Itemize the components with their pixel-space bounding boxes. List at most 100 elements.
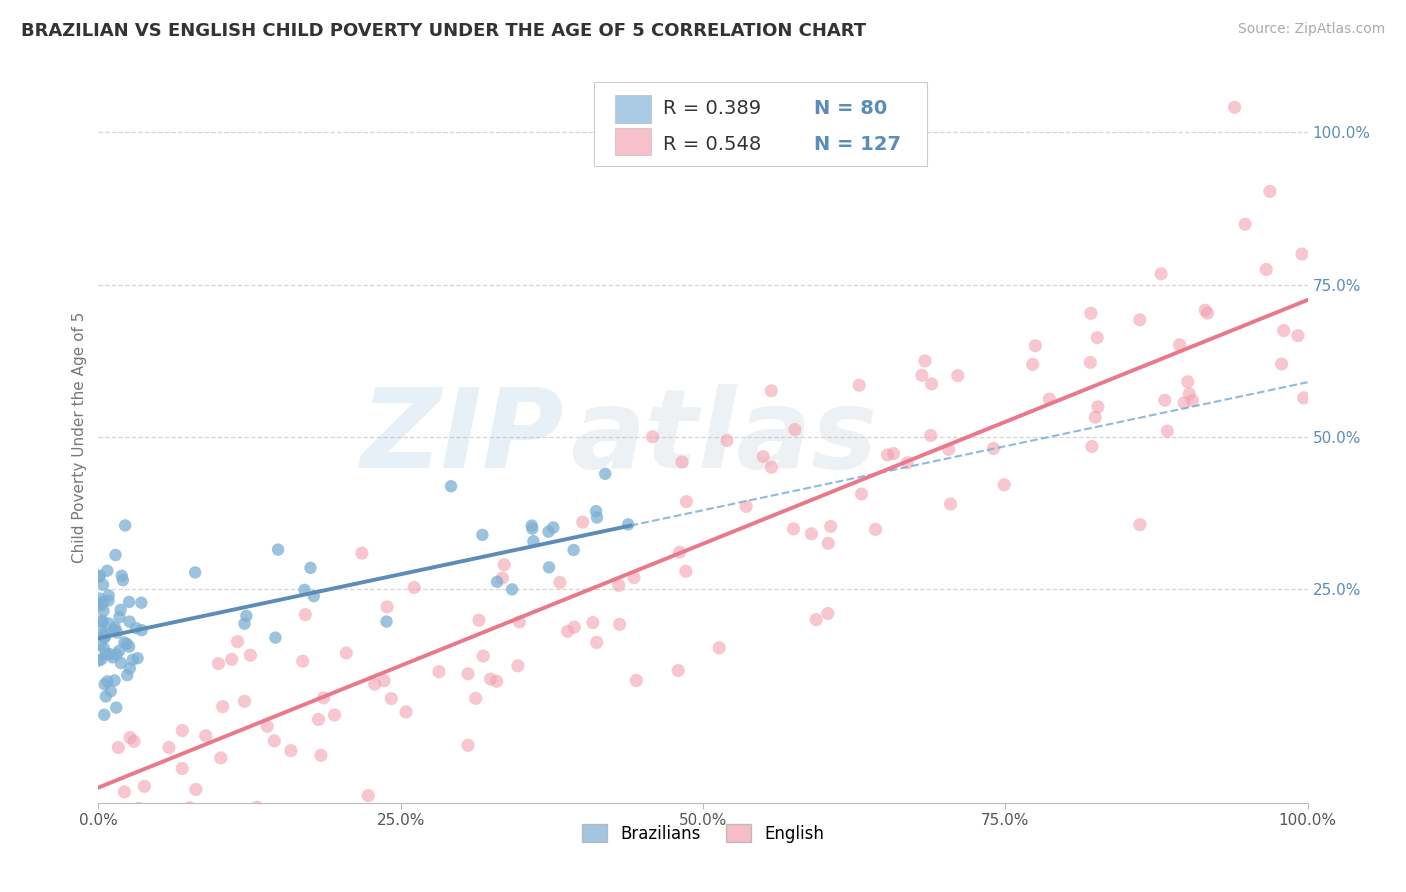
Point [91, 615, 114, 629]
Point [1168, 337, 1191, 351]
Y-axis label: Child Poverty Under the Age of 5: Child Poverty Under the Age of 5 [72, 311, 87, 563]
Point [804, 613, 827, 627]
Point [108, 610, 131, 624]
Point [172, 761, 194, 775]
Point [267, 542, 290, 557]
Point [761, 384, 783, 398]
Point [97, 616, 120, 631]
Point [294, 607, 316, 622]
Point [239, 648, 262, 663]
Point [609, 617, 631, 632]
Point [112, 785, 135, 799]
Point [668, 545, 690, 559]
Point [122, 734, 145, 748]
Point [115, 668, 138, 682]
Point [97, 589, 120, 603]
Point [125, 621, 148, 635]
Point [87, 654, 110, 668]
Point [783, 423, 806, 437]
Point [883, 446, 905, 460]
Point [235, 608, 257, 623]
Point [617, 517, 640, 532]
Point [256, 719, 278, 733]
Point [375, 599, 398, 614]
Point [357, 789, 380, 803]
Point [373, 673, 395, 688]
Point [671, 455, 693, 469]
Point [221, 652, 243, 666]
Point [851, 487, 873, 501]
Point [800, 526, 823, 541]
Point [89, 569, 111, 583]
Point [309, 748, 332, 763]
Point [87, 569, 110, 583]
Point [226, 634, 249, 648]
Point [939, 497, 962, 511]
Point [307, 713, 329, 727]
Point [562, 543, 585, 558]
Point [817, 536, 839, 550]
Point [98, 647, 121, 661]
Point [207, 826, 229, 840]
Point [486, 574, 509, 589]
Point [1258, 185, 1281, 199]
Point [1177, 375, 1199, 389]
Point [1080, 306, 1102, 320]
Point [457, 666, 479, 681]
Point [472, 648, 495, 663]
Point [586, 510, 609, 524]
Point [582, 615, 605, 630]
FancyBboxPatch shape [614, 95, 651, 122]
Point [1197, 306, 1219, 320]
Point [291, 654, 314, 668]
Point [983, 442, 1005, 456]
Point [1291, 247, 1313, 261]
Point [134, 779, 156, 793]
Point [782, 522, 804, 536]
Point [921, 376, 943, 391]
Point [93, 631, 115, 645]
Point [520, 518, 543, 533]
Point [118, 661, 141, 675]
Point [817, 607, 839, 621]
Point [104, 620, 127, 634]
Point [1024, 339, 1046, 353]
Point [105, 700, 128, 714]
Point [118, 640, 141, 654]
Point [752, 450, 775, 464]
Point [457, 739, 479, 753]
Point [115, 637, 138, 651]
Legend: Brazilians, English: Brazilians, English [575, 818, 831, 849]
Point [675, 494, 697, 508]
Point [522, 534, 544, 549]
Point [508, 615, 530, 629]
Point [194, 729, 217, 743]
Point [280, 744, 302, 758]
Point [1271, 357, 1294, 371]
Point [118, 615, 141, 629]
Point [138, 815, 160, 830]
Point [896, 456, 918, 470]
Point [623, 571, 645, 585]
Point [103, 623, 125, 637]
Point [364, 677, 387, 691]
Point [209, 751, 232, 765]
Point [172, 723, 194, 738]
Point [107, 740, 129, 755]
Point [93, 707, 115, 722]
Point [585, 504, 607, 518]
Point [157, 740, 180, 755]
Point [709, 640, 731, 655]
Point [114, 518, 136, 533]
Point [1194, 303, 1216, 318]
Point [184, 782, 207, 797]
Point [1234, 217, 1257, 231]
Text: N = 127: N = 127 [814, 135, 901, 154]
Point [335, 646, 357, 660]
Point [207, 657, 229, 671]
Point [302, 589, 325, 603]
Point [312, 690, 335, 705]
Point [94, 630, 117, 644]
Point [404, 581, 426, 595]
Point [522, 522, 544, 536]
